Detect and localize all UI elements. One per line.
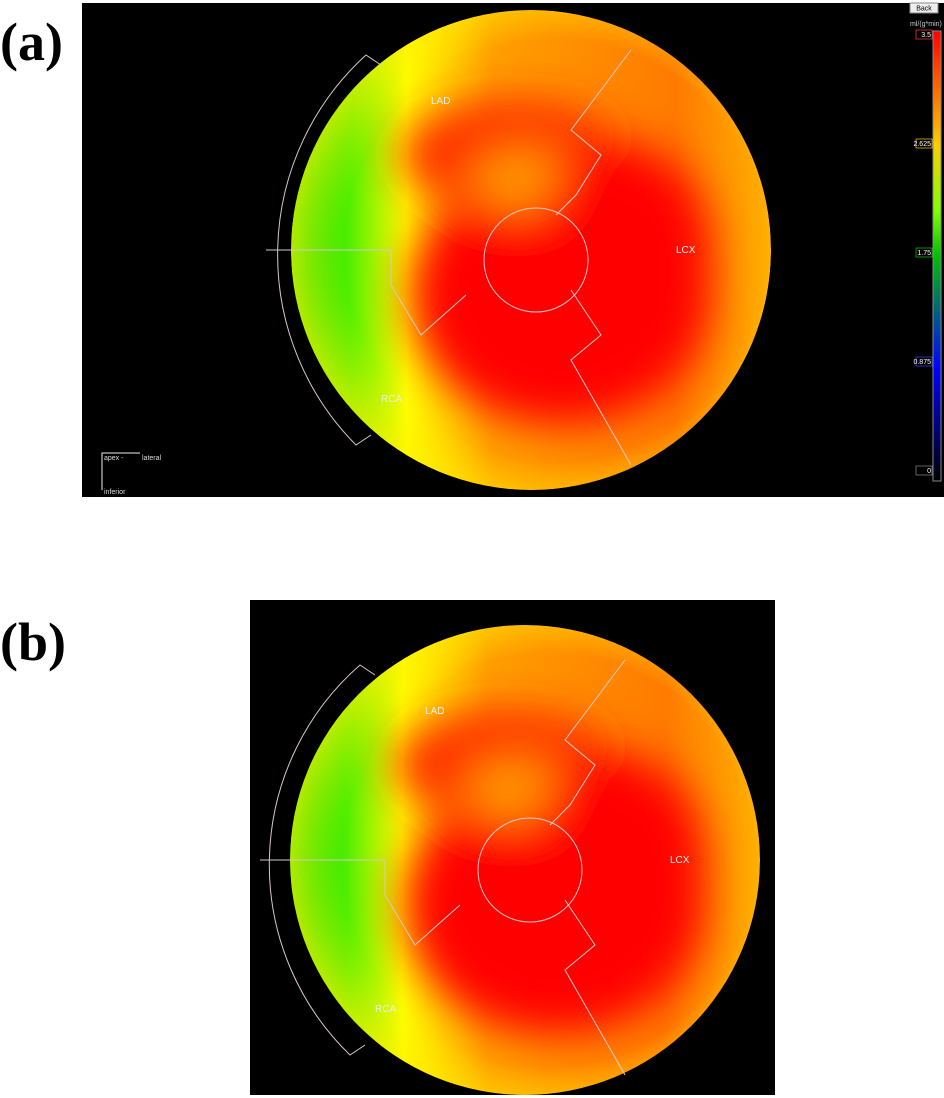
orient-label: inferior (104, 489, 126, 496)
territory-label: RCA (381, 394, 402, 405)
panel-label: (a) (0, 12, 63, 72)
panel-label: (b) (0, 612, 66, 672)
button-label: Back (916, 6, 932, 13)
scale-box (915, 247, 933, 258)
outer-arc (268, 664, 376, 1056)
inner-ring (477, 817, 583, 923)
heat (290, 625, 760, 1095)
scale-label: 2.625 (913, 141, 931, 148)
scale-label: 1.75 (917, 250, 931, 257)
orientation: apex - lateral inferior (101, 452, 162, 496)
scale-label: 0 (927, 468, 931, 475)
scale-label: 0.875 (913, 359, 931, 366)
orient-label: lateral (142, 455, 162, 462)
scale-box (915, 138, 933, 149)
territory-label: LCX (676, 245, 696, 256)
territory-label: LAD (431, 96, 450, 107)
territory-label: LCX (670, 855, 690, 866)
heat (291, 10, 771, 490)
orient-label: apex - (104, 455, 124, 462)
button-box (909, 2, 939, 14)
polar-map: LAD LCX RCA (266, 10, 771, 490)
scale-box (915, 29, 933, 40)
territory-label: LAD (425, 706, 444, 717)
scale-box (915, 465, 933, 476)
back-button[interactable]: Back (909, 2, 939, 14)
polar-map: LAD LCX RCA (260, 625, 760, 1095)
scale-label: 3.5 (921, 32, 931, 39)
edge (290, 625, 760, 1095)
outer-arc (277, 54, 382, 446)
segment-lines (266, 49, 632, 466)
edge (291, 10, 771, 490)
territory-label: RCA (375, 1004, 396, 1015)
controls: Back ml/(g*min) 3.5 2.625 1.75 0.875 0 (909, 2, 942, 482)
unit-label: ml/(g*min) (910, 21, 942, 28)
segment-lines (260, 659, 626, 1076)
axis-lines (101, 452, 140, 490)
inner-ring (483, 207, 589, 313)
scale-box (915, 356, 933, 367)
colour-bar (932, 30, 942, 482)
